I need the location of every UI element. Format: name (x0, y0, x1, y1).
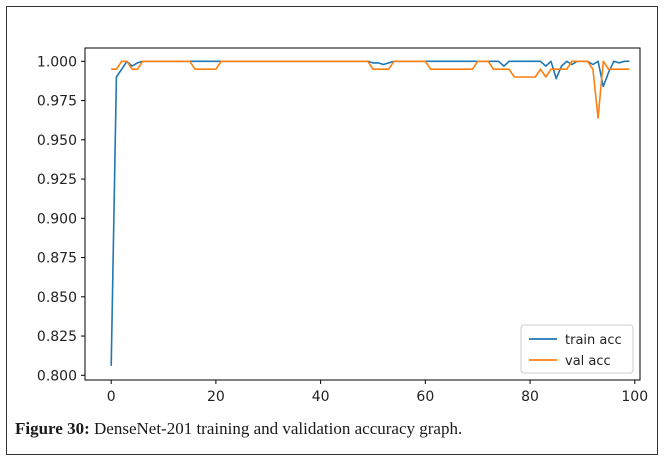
series-line-val-acc (111, 60, 630, 119)
x-axis: 0 20 40 60 80 100 (107, 380, 648, 405)
x-tick-label: 80 (521, 389, 539, 405)
series-line-train-acc (110, 60, 630, 366)
x-tick-label: 20 (207, 389, 225, 405)
x-tick-label: 60 (416, 389, 434, 405)
y-tick-label: 0.900 (37, 211, 77, 227)
y-tick-label: 0.850 (37, 290, 77, 306)
legend: train acc val acc (520, 324, 634, 374)
caption-label: Figure 30: (15, 419, 90, 438)
y-tick-label: 1.000 (37, 54, 77, 70)
y-tick-label: 0.975 (37, 94, 77, 110)
series-layer (110, 60, 630, 366)
caption-text: DenseNet-201 training and validation acc… (94, 419, 463, 438)
x-tick-label: 0 (107, 389, 116, 405)
legend-label-val-acc: val acc (565, 354, 611, 369)
x-tick-label: 100 (621, 389, 648, 405)
y-tick-label: 0.825 (37, 329, 77, 345)
y-tick-label: 0.800 (37, 368, 77, 384)
y-tick-label: 0.875 (37, 251, 77, 267)
x-tick-label: 40 (312, 389, 330, 405)
y-axis: 0.800 0.825 0.850 0.875 0.900 0.925 0.950 0.975… (37, 54, 85, 384)
figure-caption: Figure 30: DenseNet-201 training and val… (15, 419, 655, 439)
legend-label-train-acc: train acc (565, 333, 622, 348)
y-tick-label: 0.950 (37, 133, 77, 149)
legend-box (520, 324, 634, 374)
y-tick-label: 0.925 (37, 172, 77, 188)
